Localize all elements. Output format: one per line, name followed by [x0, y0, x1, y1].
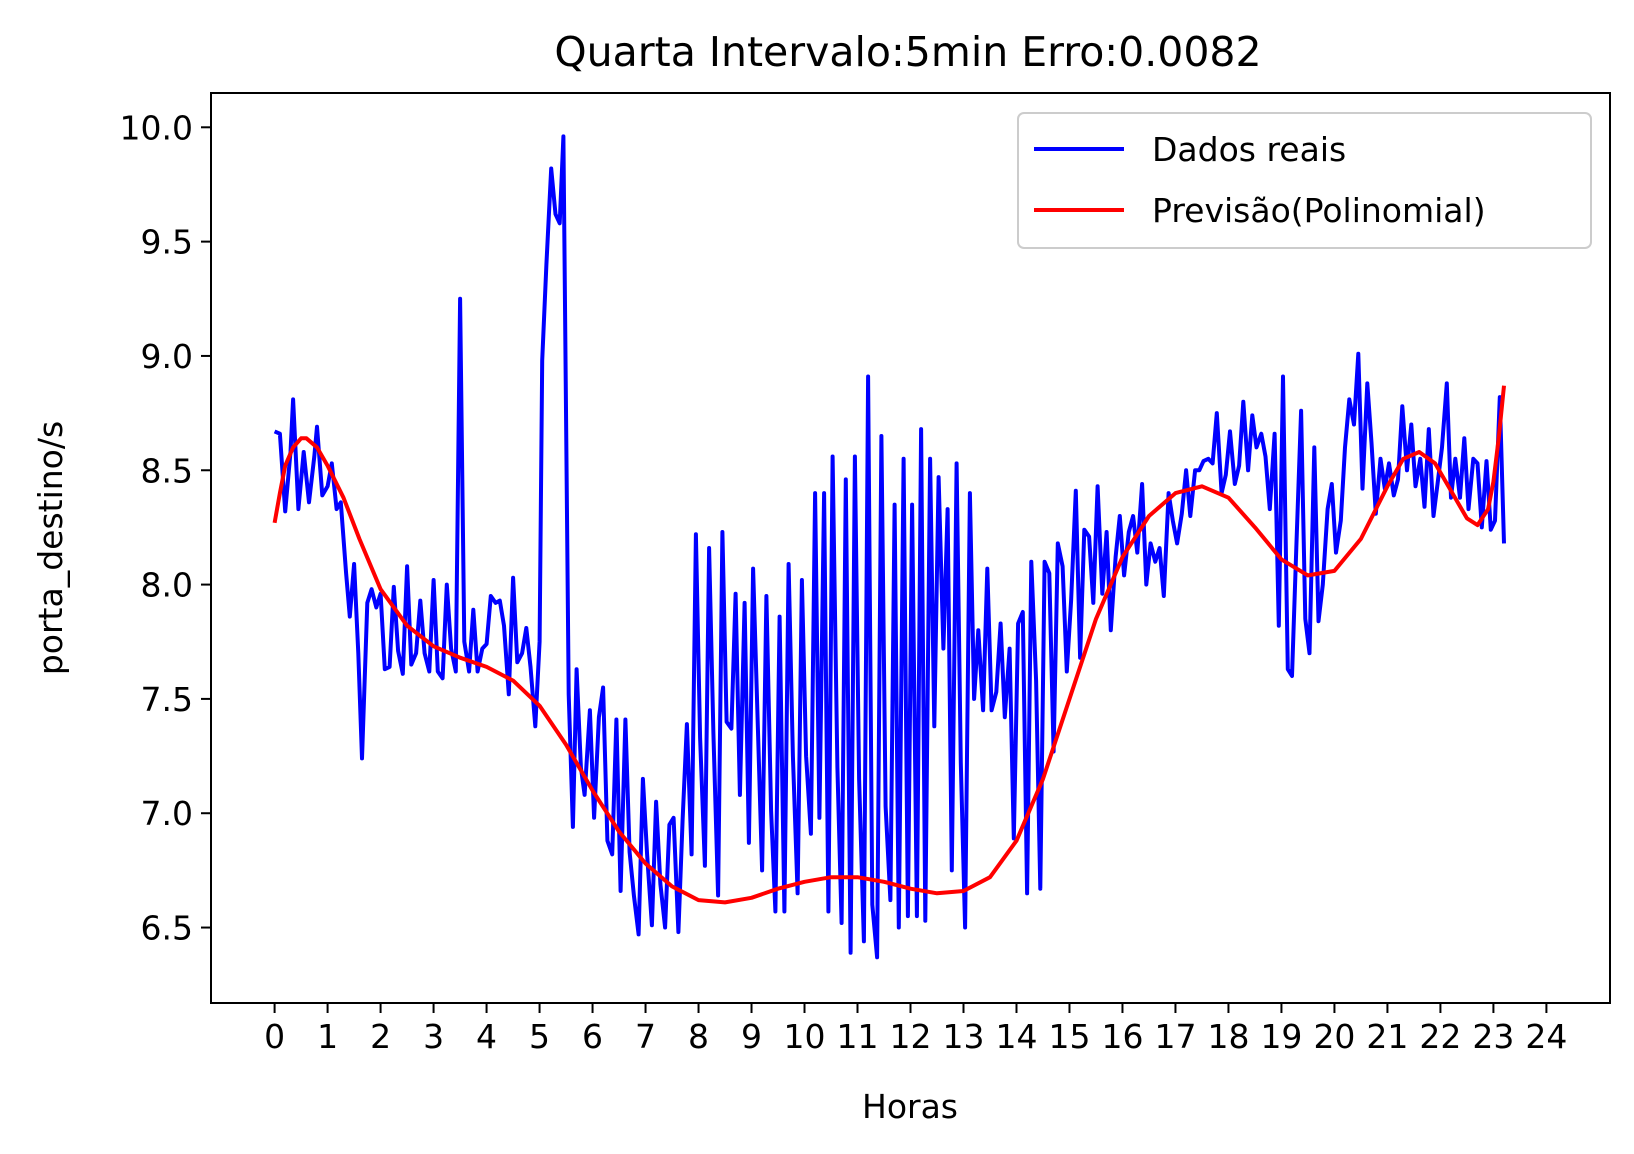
series-line-previsao: [272, 385, 1506, 905]
x-tick-label: 2: [370, 1017, 391, 1056]
x-tick-label: 12: [890, 1017, 932, 1056]
x-tick-label: 5: [529, 1017, 550, 1056]
x-tick-label: 7: [635, 1017, 656, 1056]
y-tick-label: 8.5: [141, 451, 193, 490]
x-tick-label: 16: [1101, 1017, 1143, 1056]
x-axis: 0 1 2 3 4 5 6 7 8 9 10 11 12 13 14 15 16 17 18 19 20 21 22 23 24: [264, 1003, 1567, 1056]
y-tick-label: 9.5: [141, 223, 193, 262]
x-tick-label: 14: [995, 1017, 1037, 1056]
x-tick-label: 0: [264, 1017, 285, 1056]
y-tick-label: 7.0: [141, 794, 193, 833]
y-tick-label: 10.0: [120, 108, 193, 147]
x-tick-label: 15: [1048, 1017, 1090, 1056]
x-tick-label: 24: [1525, 1017, 1567, 1056]
y-tick-label: 8.0: [141, 566, 193, 605]
y-tick-label: 7.5: [141, 680, 193, 719]
x-tick-label: 21: [1366, 1017, 1408, 1056]
legend-box: [1017, 112, 1592, 249]
x-tick-label: 10: [784, 1017, 826, 1056]
x-tick-label: 3: [423, 1017, 444, 1056]
y-tick-label: 9.0: [141, 337, 193, 376]
chart-title: Quarta Intervalo:5min Erro:0.0082: [554, 28, 1261, 76]
x-axis-label: Horas: [862, 1087, 958, 1126]
x-tick-label: 8: [688, 1017, 709, 1056]
x-tick-label: 23: [1472, 1017, 1514, 1056]
legend-label-dados-reais: Dados reais: [1152, 130, 1346, 169]
x-tick-label: 11: [837, 1017, 879, 1056]
x-tick-label: 6: [582, 1017, 603, 1056]
x-tick-label: 18: [1207, 1017, 1249, 1056]
x-tick-label: 17: [1154, 1017, 1196, 1056]
series-layer: [272, 134, 1506, 960]
legend: Dados reais Previsão(Polinomial): [1017, 112, 1592, 249]
x-tick-label: 13: [942, 1017, 984, 1056]
series-line-dados-reais: [273, 134, 1506, 960]
y-axis: 6.5 7.0 7.5 8.0 8.5 9.0 9.5 10.0: [120, 108, 211, 948]
x-tick-label: 4: [476, 1017, 497, 1056]
x-tick-label: 22: [1419, 1017, 1461, 1056]
x-tick-label: 20: [1313, 1017, 1355, 1056]
x-tick-label: 1: [317, 1017, 338, 1056]
x-tick-label: 9: [741, 1017, 762, 1056]
y-axis-label: porta_destino/s: [31, 421, 70, 675]
x-tick-label: 19: [1260, 1017, 1302, 1056]
y-tick-label: 6.5: [141, 909, 193, 948]
legend-label-previsao: Previsão(Polinomial): [1152, 191, 1486, 230]
